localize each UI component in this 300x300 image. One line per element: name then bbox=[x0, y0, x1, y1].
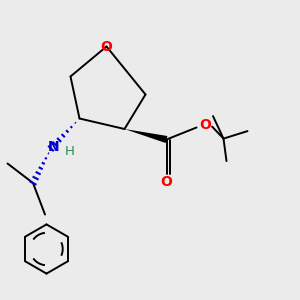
Text: O: O bbox=[199, 118, 211, 132]
Polygon shape bbox=[124, 129, 167, 143]
Text: O: O bbox=[160, 175, 172, 188]
Text: H: H bbox=[65, 145, 74, 158]
Text: O: O bbox=[100, 40, 112, 53]
Text: N: N bbox=[48, 140, 59, 154]
